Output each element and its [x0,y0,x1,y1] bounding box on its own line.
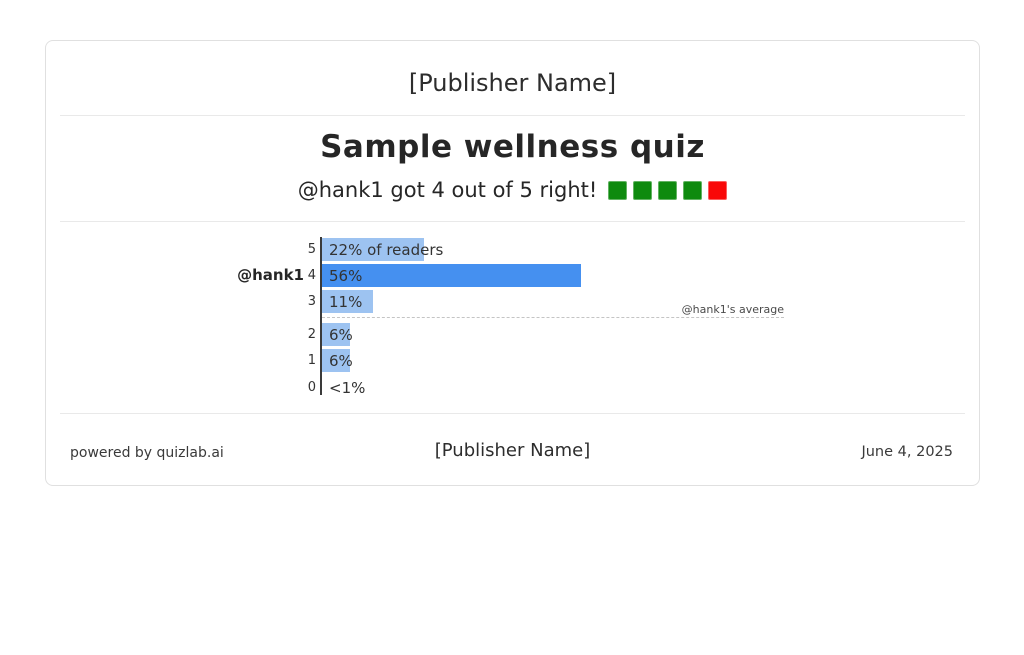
powered-by-label: powered by quizlab.ai [70,445,224,461]
bar-value-label: 6% [329,352,353,370]
publisher-name-header: [Publisher Name] [408,69,617,97]
tick-label: 5 [307,242,316,257]
score-squares [608,180,728,200]
green-square-icon [658,180,678,200]
bar-value-label: 56% [329,267,363,285]
tick-label: 4 [307,268,316,283]
chart-row-score-3: 3 11% [46,290,786,313]
date-label: June 4, 2025 [861,444,953,460]
tick-label: 2 [307,327,316,342]
bar-score-1 [322,349,350,372]
quiz-title: Sample wellness quiz [320,129,705,165]
bar-score-3 [322,290,373,313]
bar-score-2 [322,323,350,346]
divider-top [60,115,965,116]
bar-value-label: 6% [329,326,353,344]
publisher-name-footer: [Publisher Name] [434,440,591,461]
user-score-label: @hank1 [237,266,304,284]
green-square-icon [608,180,628,200]
quiz-result-card: [Publisher Name] Sample wellness quiz @h… [45,40,980,486]
chart-row-score-2: 2 6% [46,323,786,346]
chart-row-score-4: 4 56% [46,264,786,287]
bar-value-label: 22% of readers [329,241,444,259]
tick-label: 0 [307,380,316,395]
y-axis [320,237,322,395]
bar-score-4 [322,264,581,287]
quiz-result-line: @hank1 got 4 out of 5 right! [46,178,979,202]
average-line-label: @hank1's average [681,303,784,316]
green-square-icon [683,180,703,200]
red-square-icon [708,180,728,200]
chart-row-score-0: 0 <1% [46,376,786,399]
tick-label: 1 [307,353,316,368]
bar-value-label: 11% [329,293,363,311]
divider-middle [60,221,965,222]
chart-row-score-5: 5 22% of readers [46,238,786,261]
divider-bottom [60,413,965,414]
bar-score-5 [322,238,424,261]
green-square-icon [633,180,653,200]
result-text: @hank1 got 4 out of 5 right! [297,178,598,202]
chart-row-score-1: 1 6% [46,349,786,372]
bar-value-label: <1% [329,379,366,397]
average-dashed-line [322,317,784,318]
tick-label: 3 [307,294,316,309]
